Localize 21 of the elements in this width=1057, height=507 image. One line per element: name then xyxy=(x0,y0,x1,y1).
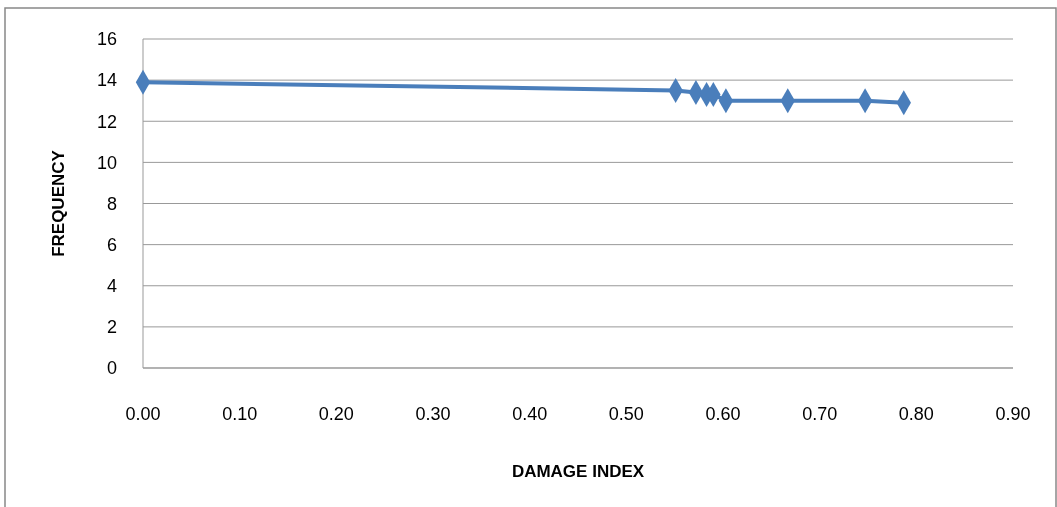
y-tick-label: 12 xyxy=(96,111,117,132)
x-tick-label: 0.60 xyxy=(705,404,741,424)
x-tick-label: 0.30 xyxy=(415,404,451,424)
x-tick-label: 0.20 xyxy=(318,404,354,424)
y-tick-label: 14 xyxy=(96,70,117,91)
y-tick-label: 4 xyxy=(106,276,117,297)
y-tick-label: 2 xyxy=(106,317,117,338)
y-tick-label: 10 xyxy=(96,152,117,173)
x-tick-label: 0.70 xyxy=(802,404,838,424)
y-tick-label: 8 xyxy=(106,193,117,214)
y-axis-title: FREQUENCY xyxy=(49,149,68,257)
x-tick-label: 0.40 xyxy=(512,404,548,424)
x-tick-label: 0.80 xyxy=(898,404,934,424)
x-tick-label: 0.90 xyxy=(995,404,1031,424)
y-tick-label: 6 xyxy=(106,234,117,255)
x-axis-title: DAMAGE INDEX xyxy=(511,462,645,481)
y-tick-label: 16 xyxy=(96,29,117,50)
x-tick-label: 0.10 xyxy=(222,404,258,424)
x-tick-label: 0.00 xyxy=(125,404,161,424)
y-tick-label: 0 xyxy=(106,358,117,379)
x-tick-label: 0.50 xyxy=(608,404,644,424)
